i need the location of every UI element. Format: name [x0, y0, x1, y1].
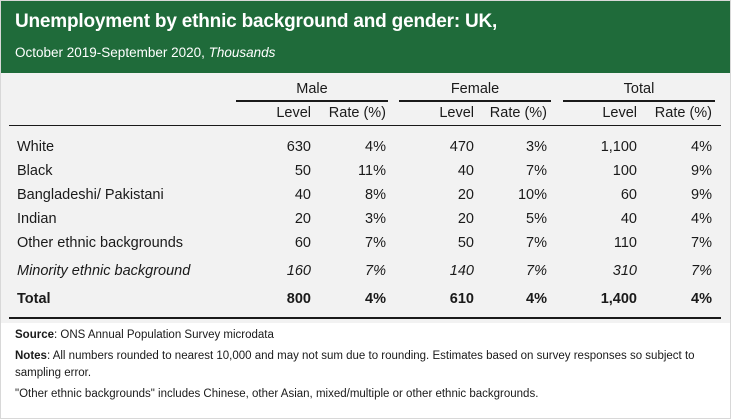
table-cell: 10%	[517, 187, 547, 203]
table-cell: 310	[612, 263, 637, 279]
subcolumn-header-total-rate: Rate (%)	[654, 105, 712, 121]
footnotes: Source: ONS Annual Population Survey mic…	[15, 327, 720, 407]
table-cell: 1,100	[600, 139, 637, 155]
subcolumn-header-total-level: Level	[602, 105, 637, 121]
subheader-rule	[9, 125, 721, 126]
table-cell: 7%	[365, 235, 386, 251]
table-row: Indian 20 3% 20 5% 40 4%	[1, 211, 730, 233]
table-row: Black 50 11% 40 7% 100 9%	[1, 163, 730, 185]
table-cell: 3%	[526, 139, 547, 155]
table-cell: 140	[449, 263, 474, 279]
table-cell: 7%	[365, 263, 386, 279]
group-header-male: Male	[296, 81, 328, 97]
subcolumn-header-male-level: Level	[276, 105, 311, 121]
source-label: Source	[15, 329, 54, 341]
table-cell: 100	[612, 163, 637, 179]
table-cell: 470	[449, 139, 474, 155]
table-cell: 60	[294, 235, 311, 251]
table-cell: 60	[620, 187, 637, 203]
table-cell: 20	[294, 211, 311, 227]
table-cell: 4%	[365, 291, 386, 307]
group-header-female: Female	[450, 81, 500, 97]
chart-subtitle: October 2019-September 2020, Thousands	[15, 45, 275, 60]
chart-title: Unemployment by ethnic background and ge…	[15, 11, 498, 32]
row-label: Total	[17, 291, 51, 307]
notes-text: : All numbers rounded to nearest 10,000 …	[15, 350, 695, 379]
table-row: Total 800 4% 610 4% 1,400 4%	[1, 291, 730, 313]
row-label: Indian	[17, 211, 57, 227]
table-cell: 9%	[691, 187, 712, 203]
table-cell: 7%	[526, 235, 547, 251]
table-row: Minority ethnic background 160 7% 140 7% 310 7…	[1, 263, 730, 285]
total-rule	[9, 317, 721, 319]
table-cell: 160	[286, 263, 311, 279]
table-cell: 7%	[691, 263, 712, 279]
table-cell: 4%	[691, 139, 712, 155]
table-cell: 5%	[526, 211, 547, 227]
row-label: Minority ethnic background	[17, 263, 191, 279]
table-row: Other ethnic backgrounds 60 7% 50 7% 110 7%	[1, 235, 730, 257]
row-label: Other ethnic backgrounds	[17, 235, 184, 251]
group-rule-total	[563, 100, 715, 102]
group-rule-male	[236, 100, 388, 102]
table-cell: 3%	[365, 211, 386, 227]
table-cell: 8%	[365, 187, 386, 203]
table-cell: 40	[457, 163, 474, 179]
table-cell: 4%	[691, 211, 712, 227]
source-note: Source: ONS Annual Population Survey mic…	[15, 327, 720, 344]
subcolumn-header-female-level: Level	[439, 105, 474, 121]
other-note: "Other ethnic backgrounds" includes Chin…	[15, 388, 539, 400]
table-cell: 50	[457, 235, 474, 251]
notes-label: Notes	[15, 350, 47, 362]
table-cell: 4%	[365, 139, 386, 155]
table-cell: 50	[294, 163, 311, 179]
table-cell: 7%	[691, 235, 712, 251]
notes-note: Notes: All numbers rounded to nearest 10…	[15, 348, 720, 382]
table-cell: 40	[294, 187, 311, 203]
table-cell: 9%	[691, 163, 712, 179]
table-cell: 7%	[526, 263, 547, 279]
row-label: Bangladeshi/ Pakistani	[17, 187, 164, 203]
subtitle-unit: Thousands	[208, 45, 276, 60]
table-cell: 40	[620, 211, 637, 227]
table-row: Bangladeshi/ Pakistani 40 8% 20 10% 60 9%	[1, 187, 730, 209]
data-table: Male Level Rate (%) Female Level Rate (%) Tota…	[1, 73, 730, 323]
table-cell: 610	[449, 291, 474, 307]
table-cell: 630	[286, 139, 311, 155]
subtitle-period: October 2019-September 2020,	[15, 45, 209, 60]
source-text: : ONS Annual Population Survey microdata	[54, 329, 274, 341]
group-header-total: Total	[623, 81, 655, 97]
row-label: Black	[17, 163, 53, 179]
table-row: White 630 4% 470 3% 1,100 4%	[1, 139, 730, 161]
table-cell: 800	[286, 291, 311, 307]
table-cell: 20	[457, 211, 474, 227]
table-cell: 20	[457, 187, 474, 203]
table-cell: 11%	[358, 163, 386, 179]
table-cell: 1,400	[600, 291, 637, 307]
table-cell: 7%	[526, 163, 547, 179]
chart-header: Unemployment by ethnic background and ge…	[1, 1, 730, 73]
table-cell: 4%	[526, 291, 547, 307]
table-cell: 4%	[691, 291, 712, 307]
subcolumn-header-female-rate: Rate (%)	[489, 105, 547, 121]
row-label: White	[17, 139, 55, 155]
group-rule-female	[399, 100, 551, 102]
table-cell: 110	[613, 235, 637, 251]
subcolumn-header-male-rate: Rate (%)	[328, 105, 386, 121]
